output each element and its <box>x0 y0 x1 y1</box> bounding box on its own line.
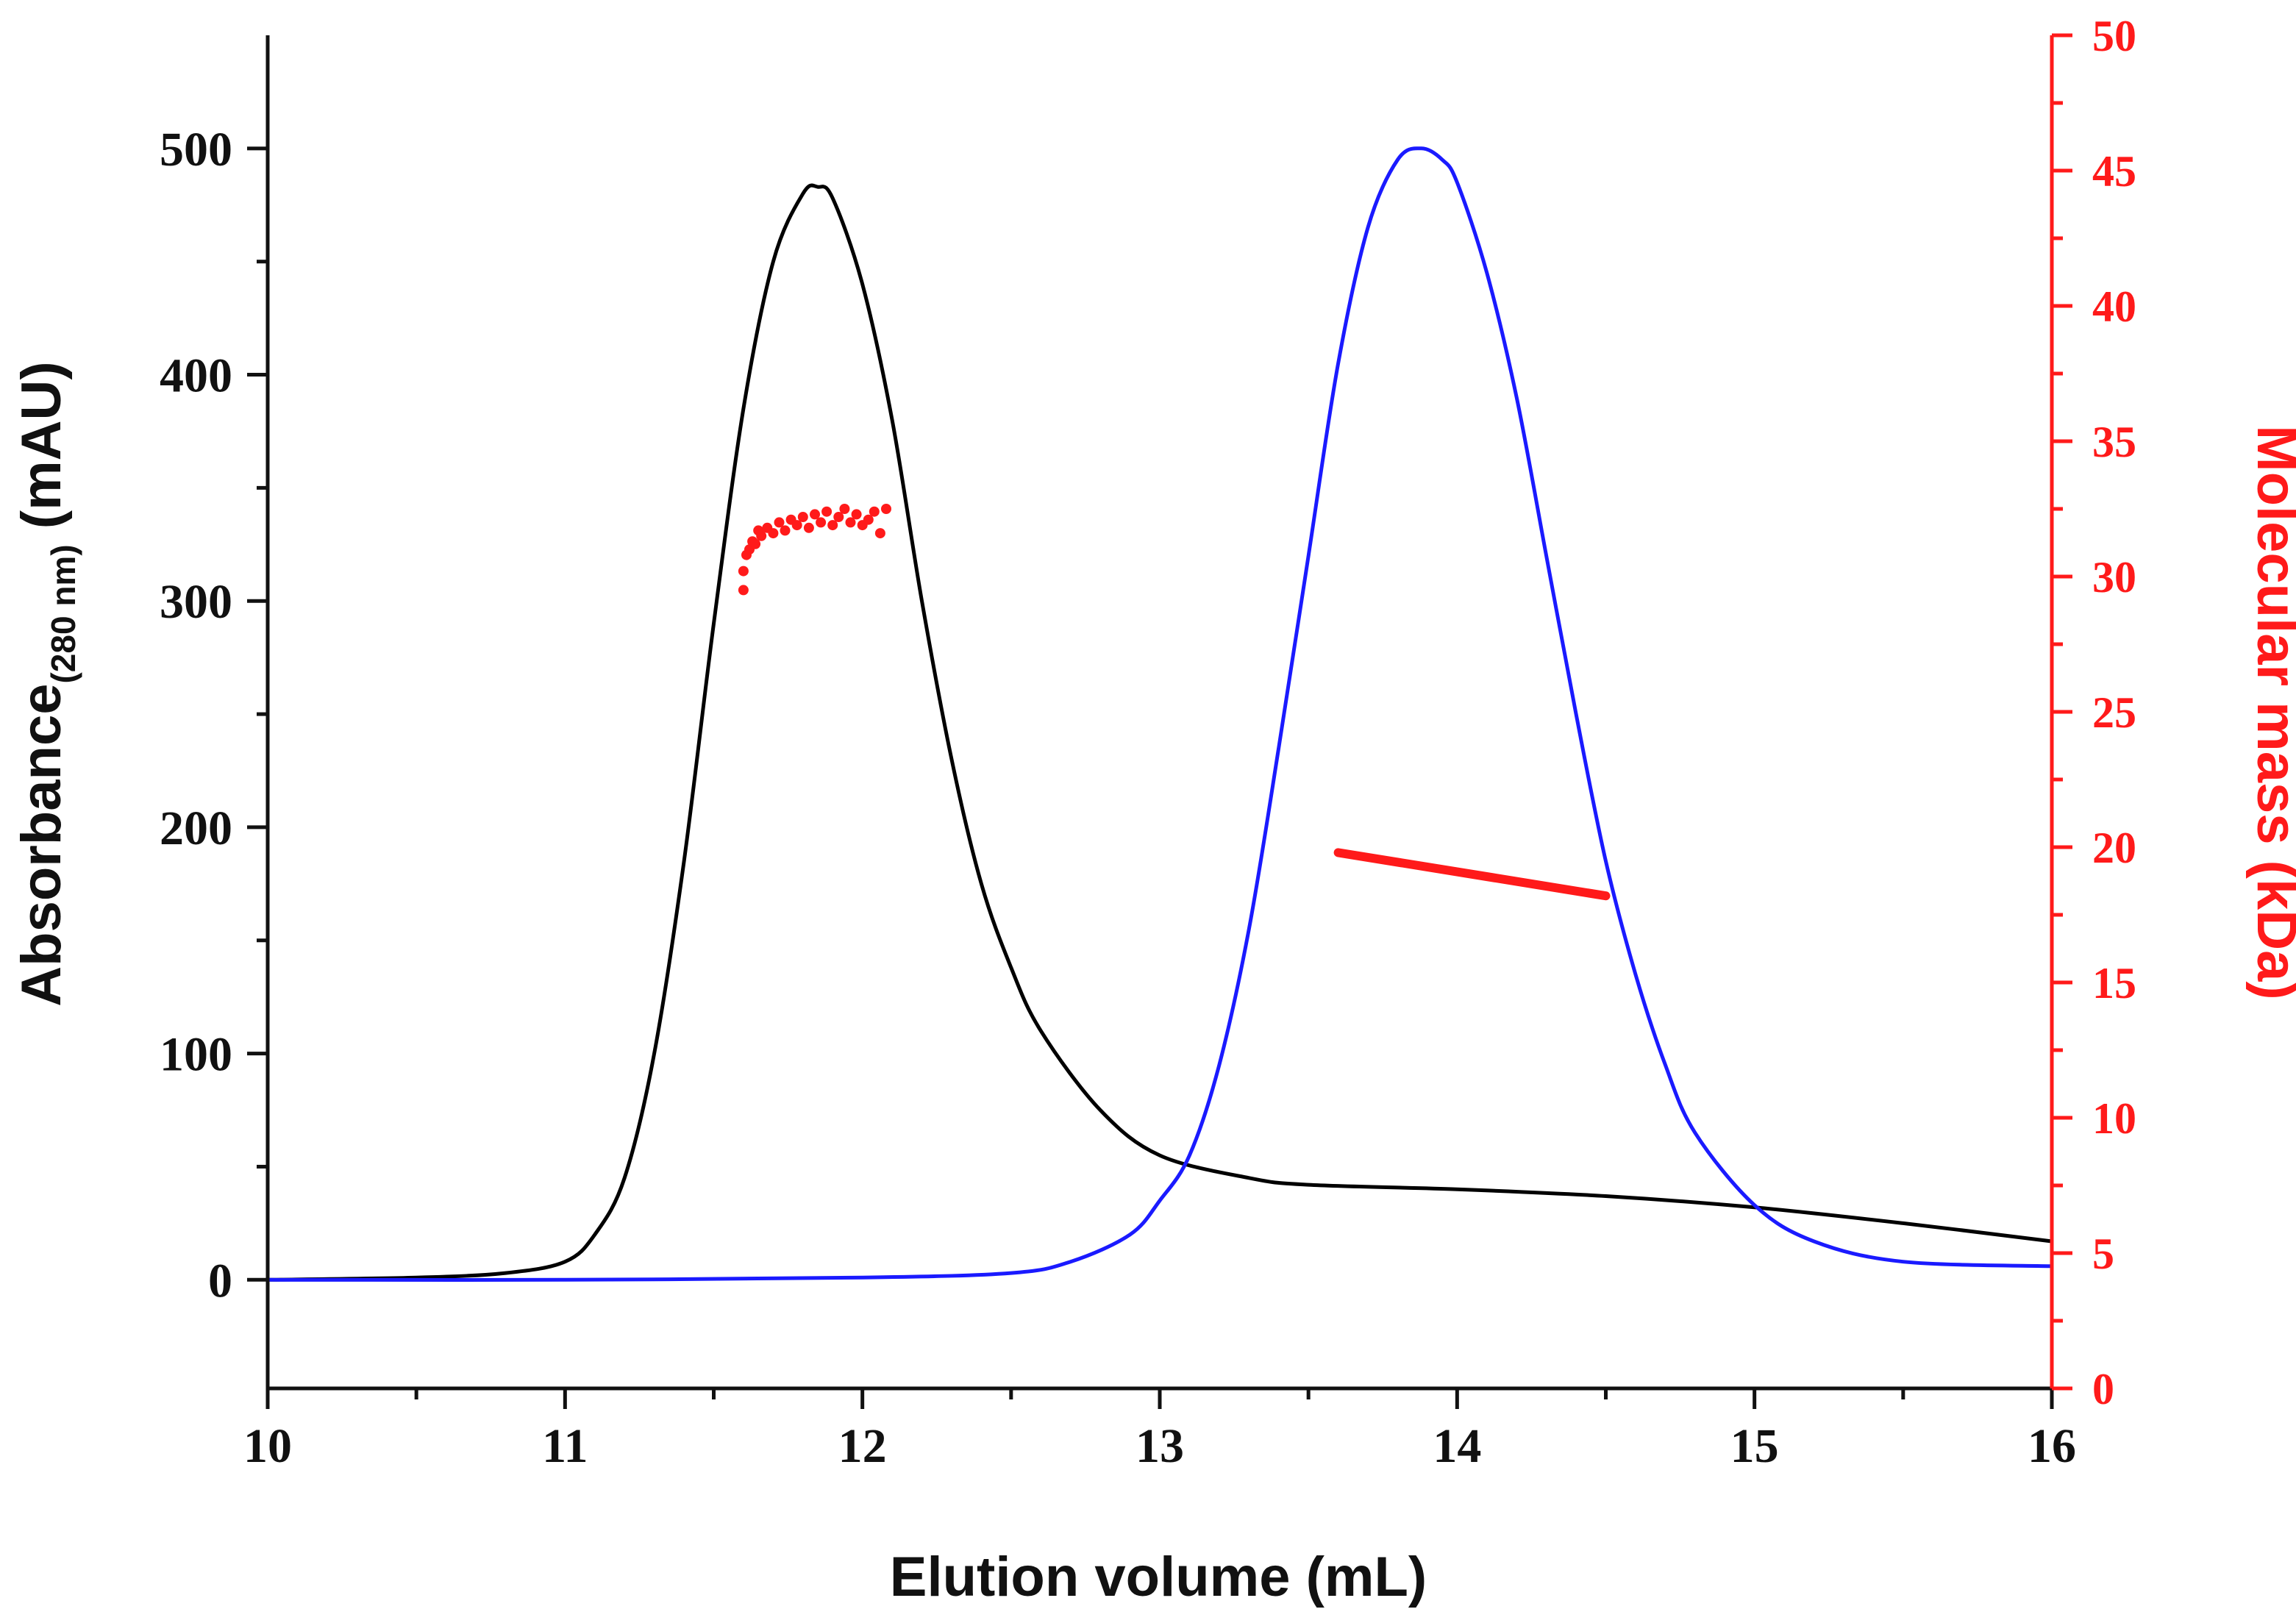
mass-point-23 <box>845 517 856 528</box>
mass-point-22 <box>839 504 850 514</box>
x-tick-label-15: 15 <box>1730 1419 1779 1473</box>
y2-tick-label-5: 5 <box>2092 1230 2114 1278</box>
y-title-main: Absorbance <box>10 684 73 1007</box>
y2-tick-label-15: 15 <box>2092 959 2136 1007</box>
y-tick-label-400: 400 <box>160 349 232 403</box>
mass-point-1 <box>738 585 749 596</box>
y2-tick-label-0: 0 <box>2092 1365 2114 1413</box>
absorbance-curve-blue <box>267 146 2053 1283</box>
mass-point-29 <box>881 504 891 514</box>
mass-point-6 <box>750 538 761 549</box>
right-y-axis-ticks: 0 5 10 15 20 25 30 35 40 45 50 <box>2052 12 2136 1413</box>
x-tick-label-10: 10 <box>243 1419 292 1473</box>
mass-point-11 <box>774 517 785 528</box>
mass-point-12 <box>780 525 791 536</box>
absorbance-curve-black <box>267 183 2053 1282</box>
mass-point-10 <box>768 528 779 539</box>
x-axis-title: Elution volume (mL) <box>890 1546 1427 1608</box>
y-tick-label-200: 200 <box>160 802 232 855</box>
mass-point-2 <box>738 566 749 577</box>
x-axis-ticks: 10 11 12 13 14 15 16 <box>243 1388 2076 1473</box>
y-tick-label-300: 300 <box>160 575 232 629</box>
mass-point-16 <box>803 522 814 533</box>
mass-point-15 <box>797 512 808 522</box>
y2-tick-label-30: 30 <box>2092 553 2136 602</box>
mass-point-14 <box>791 520 802 531</box>
mass-point-19 <box>821 506 833 517</box>
mass-point-26 <box>863 514 874 525</box>
right-y-axis-title: Molecular mass (kDa) <box>2245 425 2296 999</box>
y-title-subscript: (280 nm) <box>44 544 82 683</box>
x-tick-label-16: 16 <box>2028 1419 2076 1473</box>
x-tick-label-12: 12 <box>838 1419 887 1473</box>
mass-point-18 <box>816 517 827 528</box>
y-tick-label-100: 100 <box>160 1028 232 1082</box>
mass-line-peak-2 <box>1333 848 1611 901</box>
y2-tick-label-45: 45 <box>2092 147 2136 196</box>
x-tick-label-14: 14 <box>1433 1419 1481 1473</box>
x-tick-label-11: 11 <box>542 1419 588 1473</box>
mass-point-28 <box>874 528 885 539</box>
y2-tick-label-25: 25 <box>2092 688 2136 737</box>
y2-tick-label-10: 10 <box>2092 1094 2136 1143</box>
y2-tick-label-50: 50 <box>2092 12 2136 60</box>
y-tick-label-0: 0 <box>208 1254 232 1308</box>
y-tick-label-500: 500 <box>160 123 232 176</box>
plot-area <box>267 146 2053 1283</box>
y2-tick-label-35: 35 <box>2092 418 2136 466</box>
mass-point-8 <box>756 530 767 541</box>
y-title-unit: (mAU) <box>10 361 73 544</box>
x-tick-label-13: 13 <box>1135 1419 1184 1473</box>
y2-tick-label-40: 40 <box>2092 282 2136 331</box>
left-y-axis-title: Absorbance(280 nm) (mAU) <box>10 361 82 1006</box>
mass-point-21 <box>833 512 844 522</box>
mass-point-20 <box>827 520 838 531</box>
left-y-axis-ticks: 0 100 200 300 400 500 <box>160 123 268 1308</box>
mass-point-17 <box>810 509 820 520</box>
mass-point-24 <box>851 509 862 520</box>
y2-tick-label-20: 20 <box>2092 824 2136 872</box>
mass-point-27 <box>869 506 880 517</box>
